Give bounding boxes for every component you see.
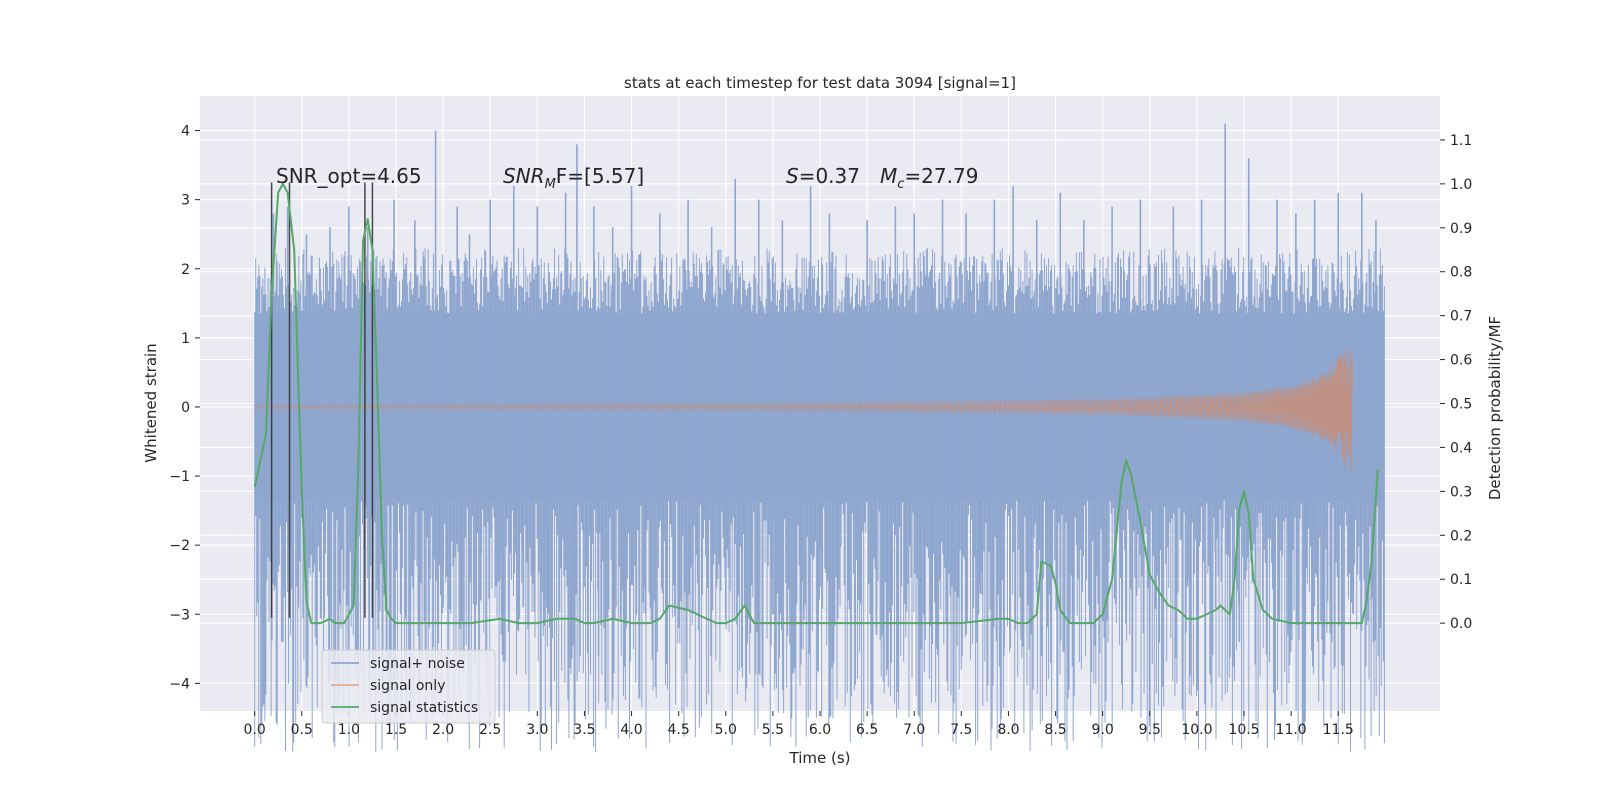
y-right-tick-label: 0.2	[1450, 528, 1472, 544]
legend-label-signal-statistics: signal statistics	[370, 700, 478, 716]
x-tick-label: 1.0	[338, 722, 360, 738]
annotations: SNR_opt=4.65 SNRMF=[5.57] S=0.37 Mc=27.7…	[276, 164, 978, 192]
x-tick-label: 0.0	[244, 722, 266, 738]
y-right-tick-label: 1.0	[1450, 177, 1472, 193]
y-right-tick-label: 0.5	[1450, 397, 1472, 413]
x-tick-label: 10.0	[1181, 722, 1212, 738]
signal-statistics-series	[253, 182, 1379, 625]
x-tick-label: 0.5	[291, 722, 313, 738]
chart-title: stats at each timestep for test data 309…	[624, 74, 1016, 92]
annotation-mc-tail: =27.79	[904, 164, 978, 188]
axes: 0.0 0.5 1.0 1.5 2.0 2.5 3.0 3.5 4.0 4.5 5.0 5.5 6.0 6…	[169, 124, 1472, 738]
x-tick-label: 9.5	[1139, 722, 1161, 738]
statistics-line	[253, 182, 1379, 625]
legend-label-signal-noise: signal+ noise	[370, 656, 465, 672]
legend-label-signal-only: signal only	[370, 678, 445, 694]
y-right-tick-label: 0.1	[1450, 572, 1472, 588]
annotation-mc-main: M	[880, 164, 897, 188]
y-tick-label: −1	[169, 469, 190, 485]
signal-only-series	[254, 349, 1353, 472]
x-tick-label: 2.5	[479, 722, 501, 738]
y-tick-label: 4	[181, 124, 190, 140]
x-tick-label: 6.0	[809, 722, 831, 738]
x-tick-label: 3.0	[526, 722, 548, 738]
y-tick-label: 1	[181, 331, 190, 347]
y-tick-label: 0	[181, 400, 190, 416]
y-right-tick-label: 0.8	[1450, 265, 1472, 281]
annotation-s-tail: =0.37	[799, 164, 860, 188]
y-right-tick-label: 0.0	[1450, 616, 1472, 632]
x-axis-label: Time (s)	[789, 749, 851, 767]
x-tick-label: 8.0	[997, 722, 1019, 738]
y-right-axis-label: Detection probability/MF	[1486, 316, 1504, 500]
annotation-snr-mf-sub: M	[545, 177, 556, 192]
x-tick-label: 4.5	[668, 722, 690, 738]
y-right-tick-label: 0.3	[1450, 484, 1472, 500]
x-tick-label: 6.5	[856, 722, 878, 738]
x-tick-label: 1.5	[385, 722, 407, 738]
y-tick-label: −2	[169, 538, 190, 554]
x-tick-label: 10.5	[1228, 722, 1259, 738]
y-tick-label: −4	[169, 676, 190, 692]
y-right-tick-label: 1.1	[1450, 133, 1472, 149]
legend-box	[321, 649, 496, 724]
x-tick-label: 11.5	[1323, 722, 1354, 738]
x-tick-label: 5.5	[762, 722, 784, 738]
y-axis-label: Whitened strain	[142, 343, 160, 462]
x-tick-label: 3.5	[573, 722, 595, 738]
x-tick-label: 11.0	[1276, 722, 1307, 738]
legend: signal+ noise signal only signal statist…	[321, 649, 496, 724]
y-tick-label: 2	[181, 262, 190, 278]
y-tick-label: 3	[181, 193, 190, 209]
annotation-s: S=0.37	[786, 164, 860, 188]
annotation-mc-sub: c	[897, 177, 904, 192]
x-tick-label: 5.0	[715, 722, 737, 738]
x-tick-label: 9.0	[1092, 722, 1114, 738]
annotation-snr-mf-tail: F=[5.57]	[556, 164, 644, 188]
x-tick-label: 7.0	[903, 722, 925, 738]
x-tick-label: 8.5	[1044, 722, 1066, 738]
y-right-tick-label: 0.9	[1450, 221, 1472, 237]
annotation-snr-mf: SNRMF=[5.57]	[503, 164, 644, 192]
y-right-tick-label: 0.6	[1450, 353, 1472, 369]
chirp-line	[254, 349, 1353, 472]
x-tick-label: 4.0	[620, 722, 642, 738]
annotation-mc: Mc=27.79	[880, 164, 978, 192]
y-right-tick-label: 0.4	[1450, 440, 1472, 456]
annotation-s-main: S	[786, 164, 799, 188]
y-right-tick-label: 0.7	[1450, 309, 1472, 325]
x-tick-label: 7.5	[950, 722, 972, 738]
annotation-snr-opt: SNR_opt=4.65	[276, 164, 422, 188]
annotation-snr-mf-main: SNR	[503, 164, 545, 188]
x-tick-label: 2.0	[432, 722, 454, 738]
y-tick-label: −3	[169, 607, 190, 623]
